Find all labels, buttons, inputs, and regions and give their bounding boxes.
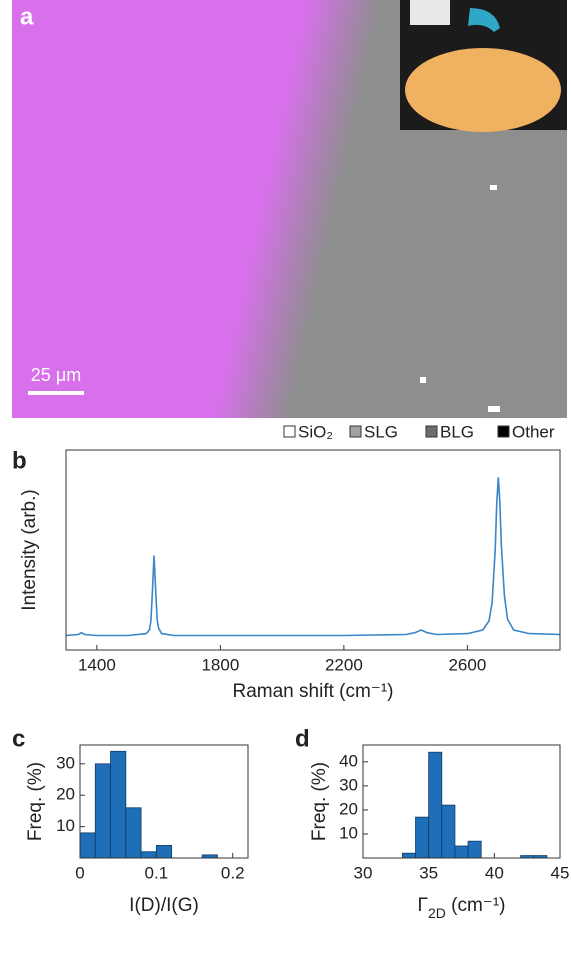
panel: b 1400 1800 2200 2600 Intensity (arb.) Raman s…: [12, 447, 561, 702]
plot-frame: [79, 744, 249, 859]
y-axis-label: Intensity (arb.): [19, 489, 40, 610]
bar: [125, 807, 142, 859]
y-axis-label: Freq. (%): [25, 762, 46, 841]
panel-label: b: [12, 447, 27, 474]
x-tick-label: 30: [354, 863, 373, 882]
bar: [110, 750, 127, 859]
x-tick-label: 45: [551, 863, 570, 882]
legend-label: BLG: [440, 422, 474, 441]
speck: [490, 185, 497, 190]
x-axis-label: Raman shift (cm⁻¹): [233, 681, 394, 702]
x-axis-label: Γ2D (cm⁻¹): [418, 895, 506, 921]
plot-frame: [362, 744, 561, 859]
x-tick-label: 0.2: [221, 863, 245, 882]
bar: [94, 763, 111, 859]
bar: [79, 832, 96, 859]
legend-label: SiO₂: [298, 422, 333, 441]
legend-swatch: [349, 425, 362, 438]
y-tick-label: 10: [339, 823, 358, 842]
bar: [415, 816, 430, 859]
speck: [488, 406, 500, 412]
speck: [420, 377, 426, 383]
wafer: [405, 48, 561, 132]
panel: c 0 0.1 0.2 10 20 30 Freq. (%) I(D)/I(G): [12, 725, 249, 916]
plot-frame: [65, 449, 561, 651]
legend-swatch: [497, 425, 510, 438]
y-tick-label: 20: [56, 785, 75, 804]
legend: SiO₂ SLG BLG Other: [283, 422, 555, 441]
bar: [428, 751, 443, 859]
micrograph: a 25 μm: [12, 0, 567, 418]
x-axis-label-part: Γ: [418, 895, 428, 916]
y-tick-label: 40: [339, 751, 358, 770]
sleeve: [410, 0, 450, 25]
y-tick-label: 10: [56, 816, 75, 835]
y-tick-label: 20: [339, 799, 358, 818]
x-tick-label: 0: [75, 863, 84, 882]
legend-label: Other: [512, 422, 555, 441]
x-tick-label: 2600: [448, 655, 486, 674]
bar: [467, 840, 482, 859]
spectrum: [65, 477, 561, 637]
x-tick-label: 1400: [78, 655, 116, 674]
bar: [454, 845, 469, 859]
legend-swatch: [425, 425, 438, 438]
y-tick-label: 30: [56, 753, 75, 772]
y-axis-label: Freq. (%): [309, 762, 330, 841]
x-tick-label: 35: [419, 863, 438, 882]
bar: [441, 804, 456, 859]
x-axis-label: I(D)/I(G): [129, 895, 199, 916]
x-tick-label: 40: [485, 863, 504, 882]
bar: [155, 845, 173, 859]
x-axis-label-part: I(D)/I(G): [129, 895, 199, 916]
panel-label: d: [295, 725, 310, 752]
legend-label: SLG: [364, 422, 398, 441]
y-tick-label: 30: [339, 775, 358, 794]
x-axis-label-part: 2D: [428, 905, 446, 921]
bar: [140, 851, 157, 859]
panel-label: a: [20, 3, 34, 30]
x-axis-label-part: (cm⁻¹): [446, 895, 506, 916]
glove: [468, 8, 500, 32]
panel: d 30 35 40 45 10 20 30 40 Freq. (%) Γ2D (cm⁻¹): [295, 725, 569, 920]
panel-label: c: [12, 725, 25, 752]
x-tick-label: 2200: [325, 655, 363, 674]
bar: [401, 852, 416, 859]
x-tick-label: 0.1: [145, 863, 169, 882]
x-tick-label: 1800: [201, 655, 239, 674]
scale-bar-label: 25 μm: [31, 365, 81, 385]
legend-swatch: [283, 425, 296, 438]
